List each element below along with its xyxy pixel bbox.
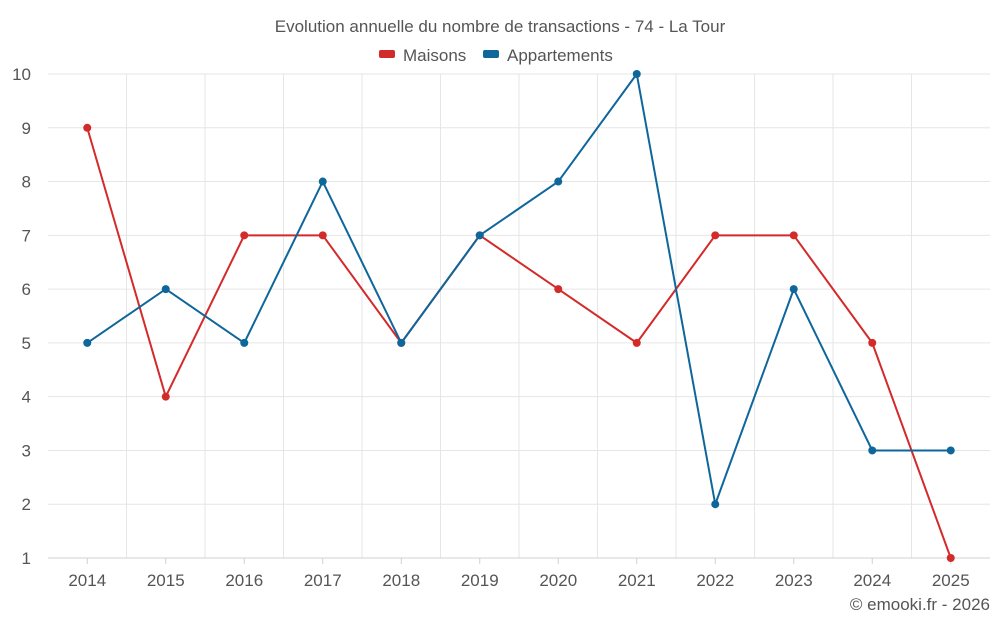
series-line-maisons [86, 127, 952, 559]
legend-swatch-appartements [483, 50, 499, 58]
data-point-appartements[interactable] [397, 338, 406, 347]
data-point-maisons[interactable] [868, 338, 877, 347]
y-tick-label: 6 [22, 280, 31, 299]
y-tick-label: 10 [12, 65, 31, 84]
y-tick-label: 1 [22, 549, 31, 568]
data-point-appartements[interactable] [83, 338, 92, 347]
x-tick-label: 2014 [68, 571, 106, 590]
y-tick-label: 4 [22, 388, 31, 407]
series-line-appartements [86, 73, 951, 506]
y-tick-label: 5 [22, 334, 31, 353]
data-point-appartements[interactable] [554, 177, 563, 186]
data-point-maisons[interactable] [554, 285, 563, 294]
x-tick-label: 2024 [853, 571, 891, 590]
x-tick-label: 2020 [539, 571, 577, 590]
data-point-appartements[interactable] [711, 500, 720, 509]
data-point-maisons[interactable] [946, 554, 955, 562]
data-point-maisons[interactable] [789, 231, 798, 240]
legend-label-maisons: Maisons [403, 46, 466, 65]
y-tick-label: 7 [22, 226, 31, 245]
legend-item-appartements[interactable]: Appartements [483, 46, 613, 65]
x-tick-label: 2025 [932, 571, 970, 590]
axes: 1 2 3 4 5 6 7 8 9 10 2014 2015 2016 2017 2018 2019 2020 2… [12, 65, 990, 590]
series-layer [83, 70, 955, 562]
data-point-appartements[interactable] [318, 177, 327, 186]
data-point-maisons[interactable] [161, 392, 170, 401]
data-point-maisons[interactable] [711, 231, 720, 240]
data-point-appartements[interactable] [946, 446, 955, 455]
legend-swatch-maisons [379, 50, 395, 58]
y-tick-label: 8 [22, 173, 31, 192]
chart-title: Evolution annuelle du nombre de transact… [275, 17, 726, 36]
data-point-appartements[interactable] [632, 70, 641, 78]
legend-item-maisons[interactable]: Maisons [379, 46, 466, 65]
x-tick-label: 2017 [304, 571, 342, 590]
x-tick-label: 2023 [775, 571, 813, 590]
data-point-appartements[interactable] [868, 446, 877, 455]
legend-label-appartements: Appartements [507, 46, 613, 65]
data-point-appartements[interactable] [475, 231, 484, 240]
y-tick-label: 2 [22, 495, 31, 514]
data-point-appartements[interactable] [240, 338, 249, 347]
x-tick-label: 2016 [225, 571, 263, 590]
data-point-maisons[interactable] [83, 123, 92, 132]
x-tick-label: 2015 [147, 571, 185, 590]
x-tick-label: 2019 [461, 571, 499, 590]
data-point-maisons[interactable] [240, 231, 249, 240]
y-tick-label: 9 [22, 119, 31, 138]
data-point-appartements[interactable] [161, 285, 170, 294]
x-tick-label: 2018 [382, 571, 420, 590]
x-tick-label: 2021 [618, 571, 656, 590]
data-point-appartements[interactable] [789, 285, 798, 294]
y-tick-label: 3 [22, 441, 31, 460]
legend: Maisons Appartements [379, 46, 613, 65]
data-point-maisons[interactable] [318, 231, 327, 240]
credit-text: © emooki.fr - 2026 [850, 595, 990, 614]
data-point-maisons[interactable] [632, 338, 641, 347]
grid [48, 73, 990, 558]
x-tick-label: 2022 [696, 571, 734, 590]
